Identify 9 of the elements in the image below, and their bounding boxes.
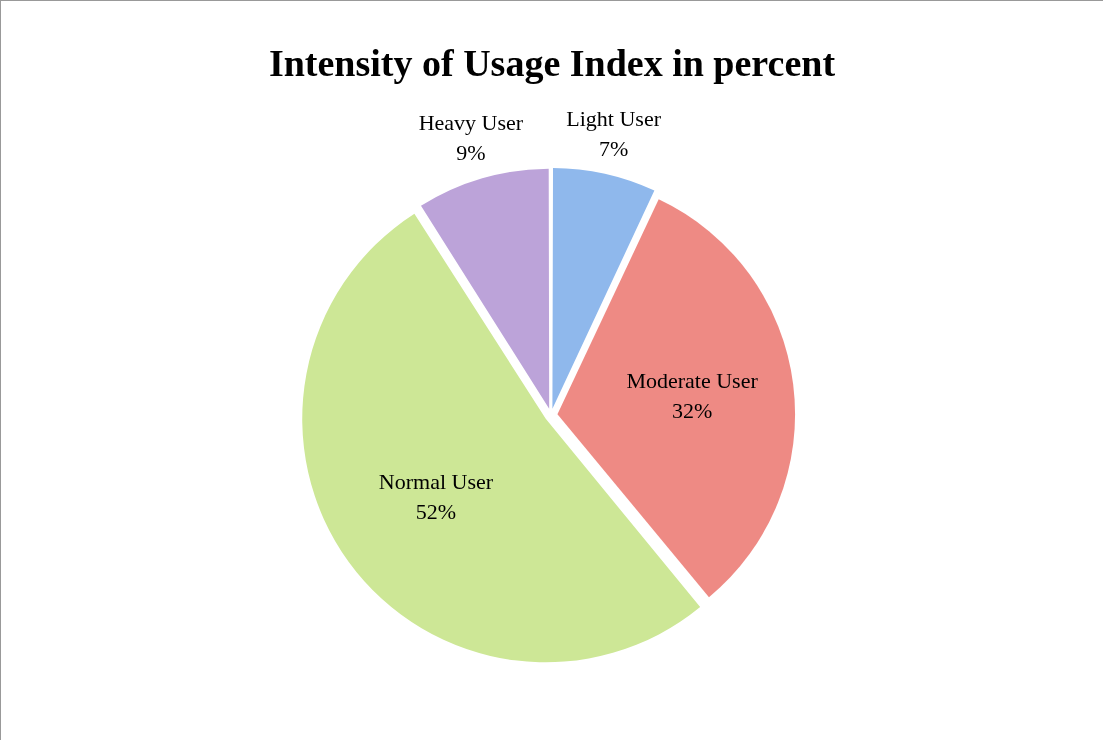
data-label: 32% [671,397,713,423]
slice-label: Heavy User [418,110,524,136]
chart-title: Intensity of Usage Index in percent [267,41,837,85]
data-label: 7% [598,135,629,161]
slice-label: Light User [566,105,662,131]
slice-label: Moderate User [626,367,759,393]
data-label: 52% [415,499,457,525]
data-label: 9% [456,140,486,166]
slice-label: Normal User [378,469,494,495]
